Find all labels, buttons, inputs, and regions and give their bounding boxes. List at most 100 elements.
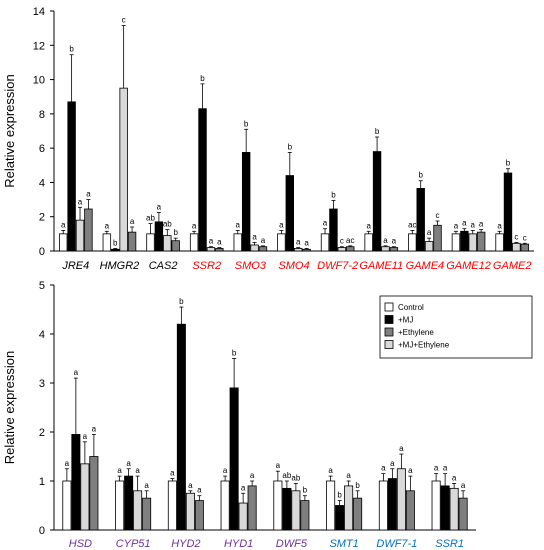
bar-group-smo4: aba a bbox=[277, 142, 311, 252]
significance-letter: a bbox=[399, 444, 404, 453]
significance-letter: a bbox=[105, 221, 110, 230]
significance-letter: a bbox=[130, 217, 135, 226]
significance-letter: a bbox=[471, 220, 476, 229]
bar-control bbox=[277, 233, 286, 252]
significance-letter: c bbox=[514, 232, 518, 241]
bar-mj_ethylene bbox=[512, 242, 521, 252]
bar-ethylene bbox=[302, 248, 311, 252]
bar-group-game11: aba a bbox=[364, 127, 399, 252]
significance-letter: a bbox=[250, 471, 255, 480]
y-tick-label: 0 bbox=[39, 246, 45, 258]
significance-letter: a bbox=[461, 481, 466, 490]
bar-mj_ethylene bbox=[133, 490, 143, 531]
legend-label: +Ethylene bbox=[398, 328, 434, 337]
bar-control bbox=[146, 233, 155, 252]
significance-letter: a bbox=[454, 221, 459, 230]
significance-letter: a bbox=[462, 219, 467, 228]
x-tick-label: GAME12 bbox=[446, 260, 491, 272]
bar-mj bbox=[387, 478, 397, 531]
bar-mj bbox=[460, 230, 469, 252]
y-tick-label: 2 bbox=[39, 427, 45, 439]
x-tick-label: HSD bbox=[69, 538, 92, 550]
significance-letter: b bbox=[173, 228, 178, 237]
bar-ethylene bbox=[346, 246, 355, 252]
x-tick-label: CYP51 bbox=[116, 538, 151, 550]
significance-letter: a bbox=[279, 220, 284, 229]
significance-letter: a bbox=[157, 202, 162, 211]
significance-letter: a bbox=[252, 232, 257, 241]
legend-label: Control bbox=[398, 303, 424, 312]
bar-control bbox=[167, 480, 177, 531]
bar-ethylene bbox=[127, 231, 137, 252]
legend-box bbox=[379, 295, 533, 359]
significance-letter: a bbox=[217, 238, 222, 247]
x-tick-label: DWF7-1 bbox=[376, 538, 417, 550]
bar-control bbox=[115, 480, 125, 531]
bar-ethylene bbox=[215, 248, 224, 252]
significance-letter: b bbox=[232, 349, 237, 358]
significance-letter: a bbox=[296, 238, 301, 247]
significance-letter: a bbox=[223, 466, 228, 475]
y-tick-label: 14 bbox=[33, 6, 45, 18]
legend-label: +MJ+Ethylene bbox=[398, 341, 450, 350]
significance-letter: a bbox=[408, 466, 413, 475]
significance-letter: a bbox=[78, 197, 83, 206]
significance-letter: b bbox=[113, 238, 118, 247]
bar-mj bbox=[241, 152, 251, 252]
x-tick-label: HMGR2 bbox=[100, 260, 140, 272]
x-tick-label: DWF7-2 bbox=[317, 260, 358, 272]
bar-mj bbox=[198, 108, 207, 252]
bar-ethylene bbox=[433, 224, 442, 252]
bar-ethylene bbox=[405, 490, 415, 531]
significance-letter: a bbox=[323, 219, 328, 228]
x-tick-label: SMT1 bbox=[329, 538, 358, 550]
significance-letter: a bbox=[479, 220, 484, 229]
significance-letter: b bbox=[375, 127, 380, 136]
significance-letter: a bbox=[383, 236, 388, 245]
bar-mj bbox=[154, 221, 164, 252]
significance-letter: c bbox=[523, 233, 527, 242]
legend-swatch-ethylene bbox=[384, 327, 394, 337]
y-tick-label: 4 bbox=[39, 329, 45, 341]
significance-letter: a bbox=[392, 237, 397, 246]
legend-swatch-control bbox=[384, 302, 394, 312]
significance-letter: a bbox=[74, 368, 79, 377]
y-tick-label: 5 bbox=[39, 280, 45, 292]
significance-letter: b bbox=[303, 486, 308, 495]
bar-control bbox=[495, 233, 504, 252]
bar-mj_ethylene bbox=[250, 244, 259, 252]
bar-mj bbox=[440, 485, 450, 531]
significance-letter: a bbox=[366, 221, 371, 230]
bar-mj_ethylene bbox=[119, 87, 128, 252]
bar-mj bbox=[229, 387, 239, 531]
bar-ethylene bbox=[247, 485, 257, 531]
significance-letter: a bbox=[92, 424, 97, 433]
bar-control bbox=[189, 233, 199, 252]
y-tick-label: 0 bbox=[39, 525, 45, 537]
significance-letter: a bbox=[276, 461, 281, 470]
significance-letter: a bbox=[65, 459, 70, 468]
significance-letter: ac bbox=[408, 220, 416, 229]
bar-mj bbox=[503, 172, 513, 252]
y-tick-label: 8 bbox=[39, 109, 45, 121]
significance-letter: a bbox=[381, 464, 386, 473]
bar-mj bbox=[124, 475, 134, 531]
bar-mj_ethylene bbox=[337, 247, 347, 252]
significance-letter: a bbox=[346, 471, 351, 480]
bar-ethylene bbox=[258, 246, 268, 252]
bar-ethylene bbox=[300, 500, 310, 531]
significance-letter: ab bbox=[291, 473, 300, 482]
bar-mj bbox=[329, 208, 338, 252]
bar-mj bbox=[71, 434, 81, 531]
bar-control bbox=[431, 480, 441, 531]
bar-control bbox=[408, 233, 417, 252]
bar-control bbox=[233, 233, 242, 252]
x-tick-label: GAME4 bbox=[406, 260, 445, 272]
legend: Control+MJ+Ethylene+MJ+Ethylene bbox=[379, 295, 533, 359]
bar-mj bbox=[335, 505, 345, 531]
bar-control bbox=[364, 233, 373, 252]
bar-mj_ethylene bbox=[293, 248, 303, 252]
